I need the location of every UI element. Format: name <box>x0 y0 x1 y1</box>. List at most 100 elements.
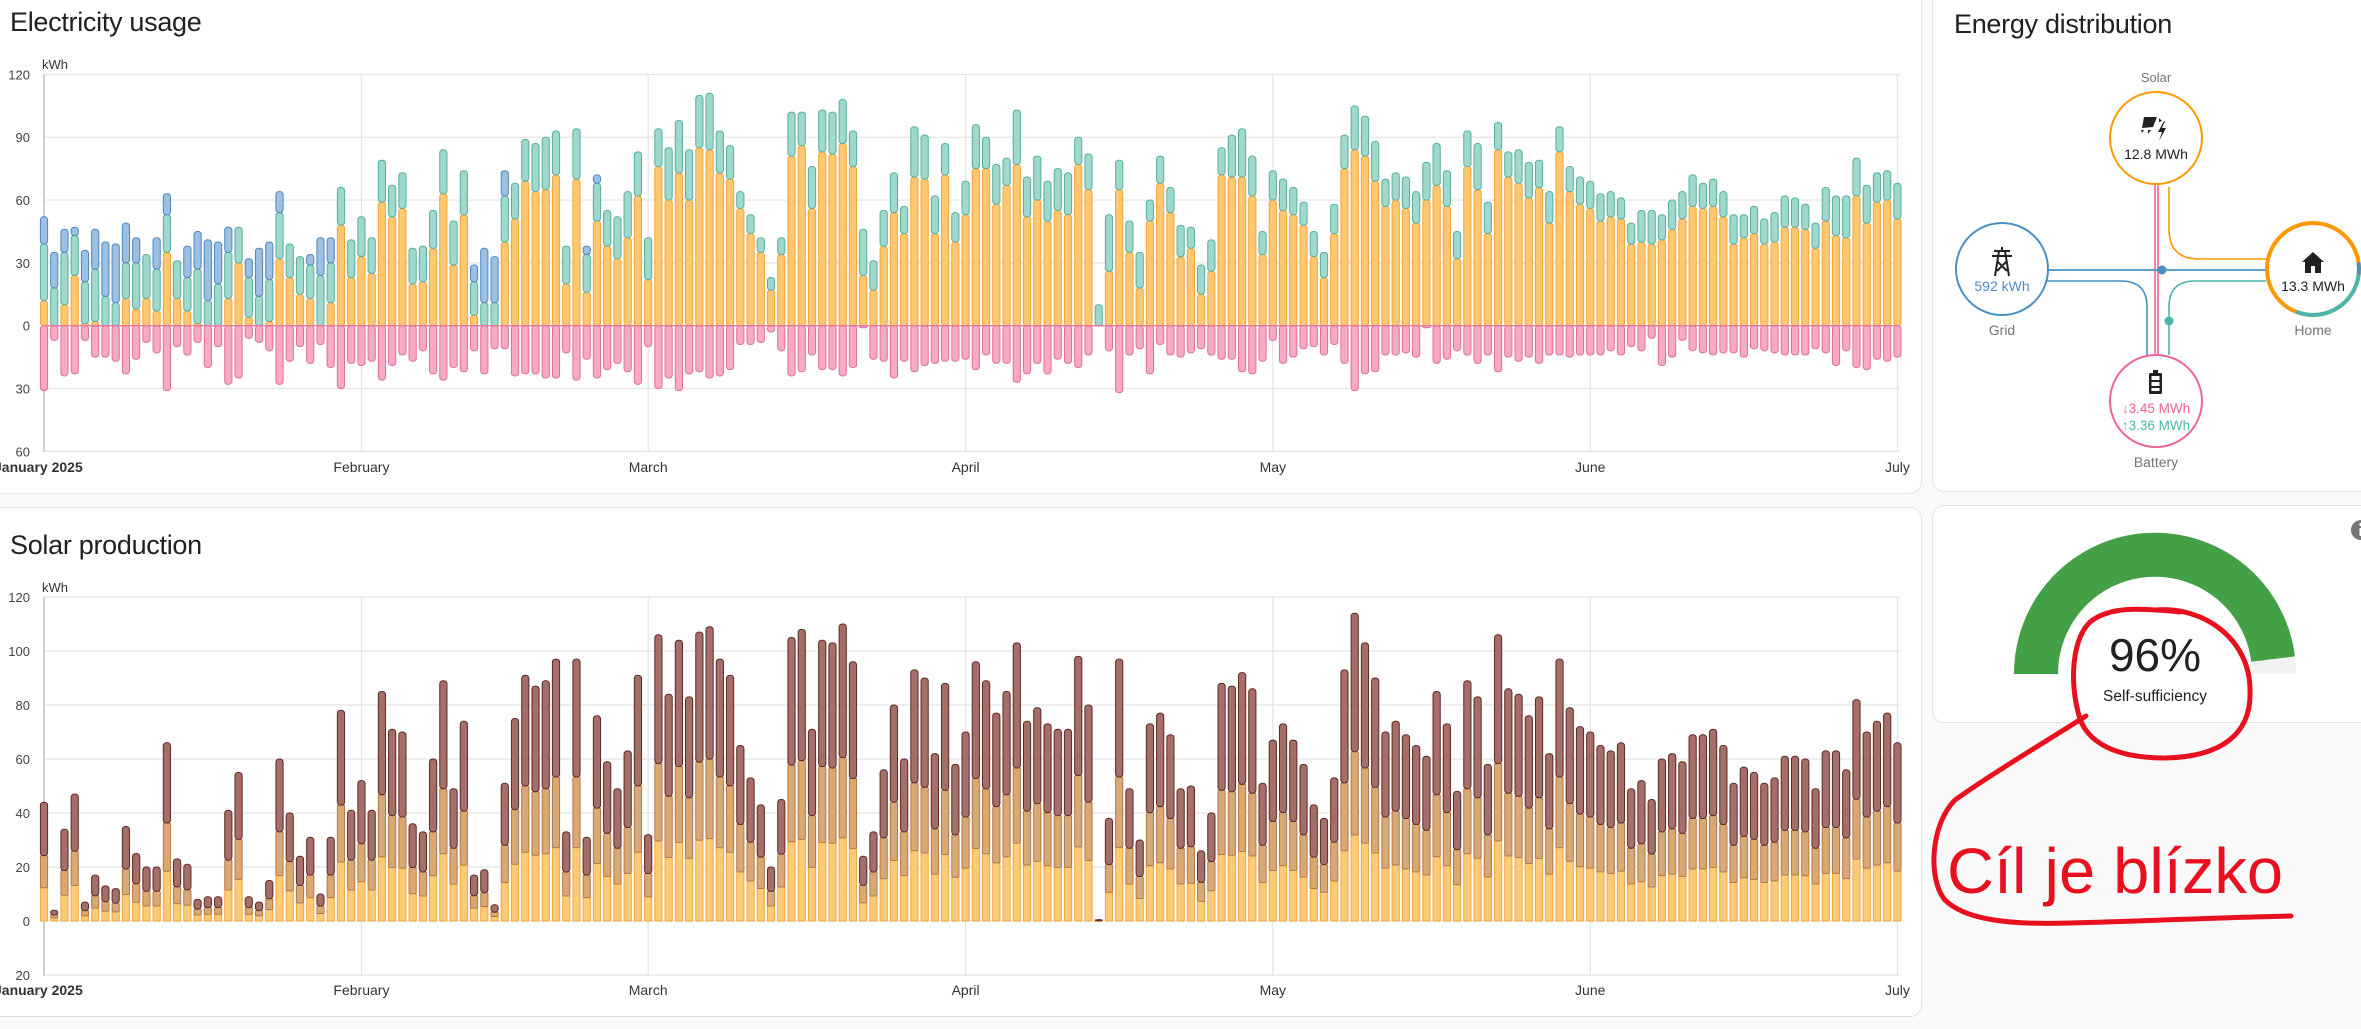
bar-solar-to-home[interactable] <box>889 212 899 327</box>
bar-solar-to-home[interactable] <box>859 274 868 327</box>
bar-solar-to-home[interactable] <box>1606 216 1615 327</box>
bar-battery-to-home[interactable] <box>1053 168 1062 212</box>
bar-solar-to-home[interactable] <box>1166 212 1175 327</box>
solar-bar-segment[interactable] <box>1790 755 1800 831</box>
solar-bar-segment[interactable] <box>818 841 827 922</box>
bar-solar-to-home[interactable] <box>654 166 663 327</box>
bar-solar-to-home[interactable] <box>1053 210 1062 327</box>
bar-to-battery[interactable] <box>60 325 69 377</box>
bar-solar-to-home[interactable] <box>1074 163 1083 327</box>
bar-battery-to-home[interactable] <box>613 216 622 260</box>
solar-bar-segment[interactable] <box>1084 860 1093 922</box>
bar-to-battery[interactable] <box>367 325 376 362</box>
solar-bar-segment[interactable] <box>1248 792 1257 857</box>
solar-bar-segment[interactable] <box>859 884 868 904</box>
bar-to-battery[interactable] <box>1319 325 1329 356</box>
solar-bar-segment[interactable] <box>971 847 980 922</box>
solar-bar-segment[interactable] <box>1688 818 1697 870</box>
solar-bar-segment[interactable] <box>1463 788 1472 855</box>
solar-bar-segment[interactable] <box>1596 745 1605 825</box>
bar-battery-to-home[interactable] <box>992 163 1001 205</box>
solar-bar-segment[interactable] <box>1473 797 1482 859</box>
solar-bar-segment[interactable] <box>1145 865 1155 922</box>
solar-bar-segment[interactable] <box>1033 803 1042 862</box>
solar-bar-segment[interactable] <box>1002 794 1011 858</box>
bar-to-battery[interactable] <box>930 325 939 364</box>
solar-bar-segment[interactable] <box>193 908 202 916</box>
solar-bar-segment[interactable] <box>1668 753 1677 830</box>
solar-bar-segment[interactable] <box>459 810 468 866</box>
solar-bar-segment[interactable] <box>1207 890 1216 922</box>
solar-bar-segment[interactable] <box>766 905 776 922</box>
bar-solar-to-home[interactable] <box>787 155 796 327</box>
solar-bar-segment[interactable] <box>1862 816 1871 869</box>
solar-bar-segment[interactable] <box>398 867 407 922</box>
solar-bar-segment[interactable] <box>1227 791 1236 856</box>
bar-solar-to-home[interactable] <box>879 245 888 327</box>
solar-bar-segment[interactable] <box>777 853 786 888</box>
solar-bar-segment[interactable] <box>1657 758 1667 833</box>
bar-to-battery[interactable] <box>685 325 694 375</box>
solar-bar-segment[interactable] <box>1237 672 1247 785</box>
bar-solar-to-home[interactable] <box>377 201 387 327</box>
solar-bar-segment[interactable] <box>1299 763 1308 836</box>
bar-grid-to-home[interactable] <box>101 241 110 297</box>
bar-battery-to-home[interactable] <box>1309 230 1318 258</box>
solar-bar-segment[interactable] <box>1115 776 1124 849</box>
bar-to-battery[interactable] <box>1637 325 1646 352</box>
bar-to-battery[interactable] <box>1831 325 1841 366</box>
bar-battery-to-home[interactable] <box>654 128 663 168</box>
solar-bar-segment[interactable] <box>480 869 489 894</box>
bar-battery-to-home[interactable] <box>1360 115 1370 157</box>
bar-battery-to-home[interactable] <box>429 210 438 249</box>
bar-battery-to-home[interactable] <box>254 295 264 327</box>
bar-solar-to-home[interactable] <box>1422 199 1431 327</box>
bar-grid-to-home[interactable] <box>80 249 90 283</box>
solar-bar-segment[interactable] <box>459 864 468 922</box>
solar-bar-segment[interactable] <box>1371 852 1380 922</box>
solar-bar-segment[interactable] <box>469 874 479 897</box>
bar-to-battery[interactable] <box>623 325 632 373</box>
bar-battery-to-home[interactable] <box>80 281 90 325</box>
bar-solar-to-home[interactable] <box>1524 197 1533 327</box>
solar-bar-segment[interactable] <box>1565 860 1574 922</box>
solar-bar-segment[interactable] <box>1115 658 1124 778</box>
bar-battery-to-home[interactable] <box>1422 161 1431 201</box>
solar-bar-segment[interactable] <box>142 890 151 907</box>
solar-bar-segment[interactable] <box>920 786 929 854</box>
solar-bar-segment[interactable] <box>367 859 376 891</box>
solar-bar-segment[interactable] <box>1760 881 1769 922</box>
solar-bar-segment[interactable] <box>408 823 417 869</box>
bar-battery-to-home[interactable] <box>1616 197 1626 220</box>
solar-bar-segment[interactable] <box>152 905 161 922</box>
bar-to-battery[interactable] <box>80 325 90 341</box>
solar-bar-segment[interactable] <box>1709 728 1718 817</box>
bar-solar-to-home[interactable] <box>797 145 806 327</box>
bar-to-battery[interactable] <box>500 325 509 350</box>
bar-to-battery[interactable] <box>1493 325 1503 373</box>
bar-battery-to-home[interactable] <box>1790 197 1800 228</box>
solar-bar-segment[interactable] <box>603 761 612 834</box>
bar-to-battery[interactable] <box>1186 325 1195 354</box>
solar-bar-segment[interactable] <box>1033 707 1042 805</box>
solar-bar-segment[interactable] <box>1729 844 1738 883</box>
bar-to-battery[interactable] <box>1227 325 1236 360</box>
solar-bar-segment[interactable] <box>1483 763 1492 836</box>
bar-to-battery[interactable] <box>603 325 612 371</box>
bar-to-battery[interactable] <box>50 325 59 341</box>
solar-bar-segment[interactable] <box>551 847 561 922</box>
bar-to-battery[interactable] <box>1237 325 1247 373</box>
bar-solar-to-home[interactable] <box>162 251 171 327</box>
solar-bar-segment[interactable] <box>418 895 427 922</box>
bar-solar-to-home[interactable] <box>1022 216 1032 327</box>
bar-to-battery[interactable] <box>1504 325 1513 358</box>
bar-solar-to-home[interactable] <box>1678 218 1687 327</box>
bar-solar-to-home[interactable] <box>1442 205 1451 327</box>
bar-grid-to-home[interactable] <box>60 228 69 253</box>
solar-bar-segment[interactable] <box>961 731 970 818</box>
solar-bar-segment[interactable] <box>142 866 151 892</box>
bar-battery-to-home[interactable] <box>1043 180 1052 222</box>
bar-to-battery[interactable] <box>1104 325 1114 352</box>
bar-solar-to-home[interactable] <box>469 314 479 327</box>
solar-bar-segment[interactable] <box>265 880 274 900</box>
